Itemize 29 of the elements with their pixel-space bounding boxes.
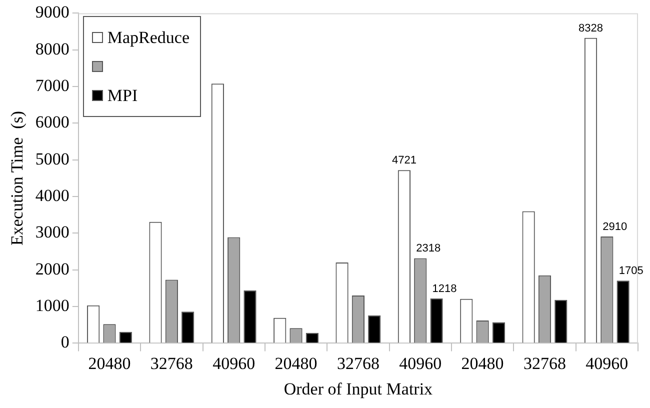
x-tick-label: 32768 [523, 354, 566, 373]
y-tick-label: 1000 [35, 296, 70, 315]
x-axis-title: Order of Input Matrix [284, 379, 434, 398]
y-tick-label: 5000 [35, 149, 70, 168]
data-label: 1705 [618, 265, 644, 278]
y-tick-label: 8000 [35, 39, 70, 58]
x-tick-label: 20480 [461, 354, 504, 373]
y-tick-label: 9000 [35, 2, 70, 22]
data-label: 1218 [432, 283, 457, 296]
x-tick-label: 20480 [274, 354, 318, 373]
y-tick-label: 2000 [35, 259, 70, 278]
x-tick-label: 32768 [336, 354, 380, 373]
y-tick-label: 7000 [35, 76, 70, 95]
text: MapReduce [107, 28, 190, 48]
data-label: 8328 [578, 22, 603, 34]
y-tick-label: 3000 [35, 222, 70, 242]
y-axis-title: Execution Time (s) [8, 110, 27, 246]
x-tick-label: 32768 [150, 354, 193, 373]
y-tick-label: 0 [60, 332, 70, 352]
data-label: 2318 [416, 242, 441, 255]
legend-label: MPI [107, 86, 138, 106]
x-tick-label: 40960 [399, 354, 442, 373]
y-tick-label: 6000 [35, 112, 70, 132]
x-tick-label: 40960 [212, 354, 256, 373]
data-label: 2910 [602, 221, 628, 234]
data-label: 4721 [392, 154, 416, 167]
y-tick-label: 4000 [35, 186, 70, 205]
x-tick-label: 40960 [586, 354, 628, 373]
x-tick-label: 20480 [88, 354, 131, 373]
